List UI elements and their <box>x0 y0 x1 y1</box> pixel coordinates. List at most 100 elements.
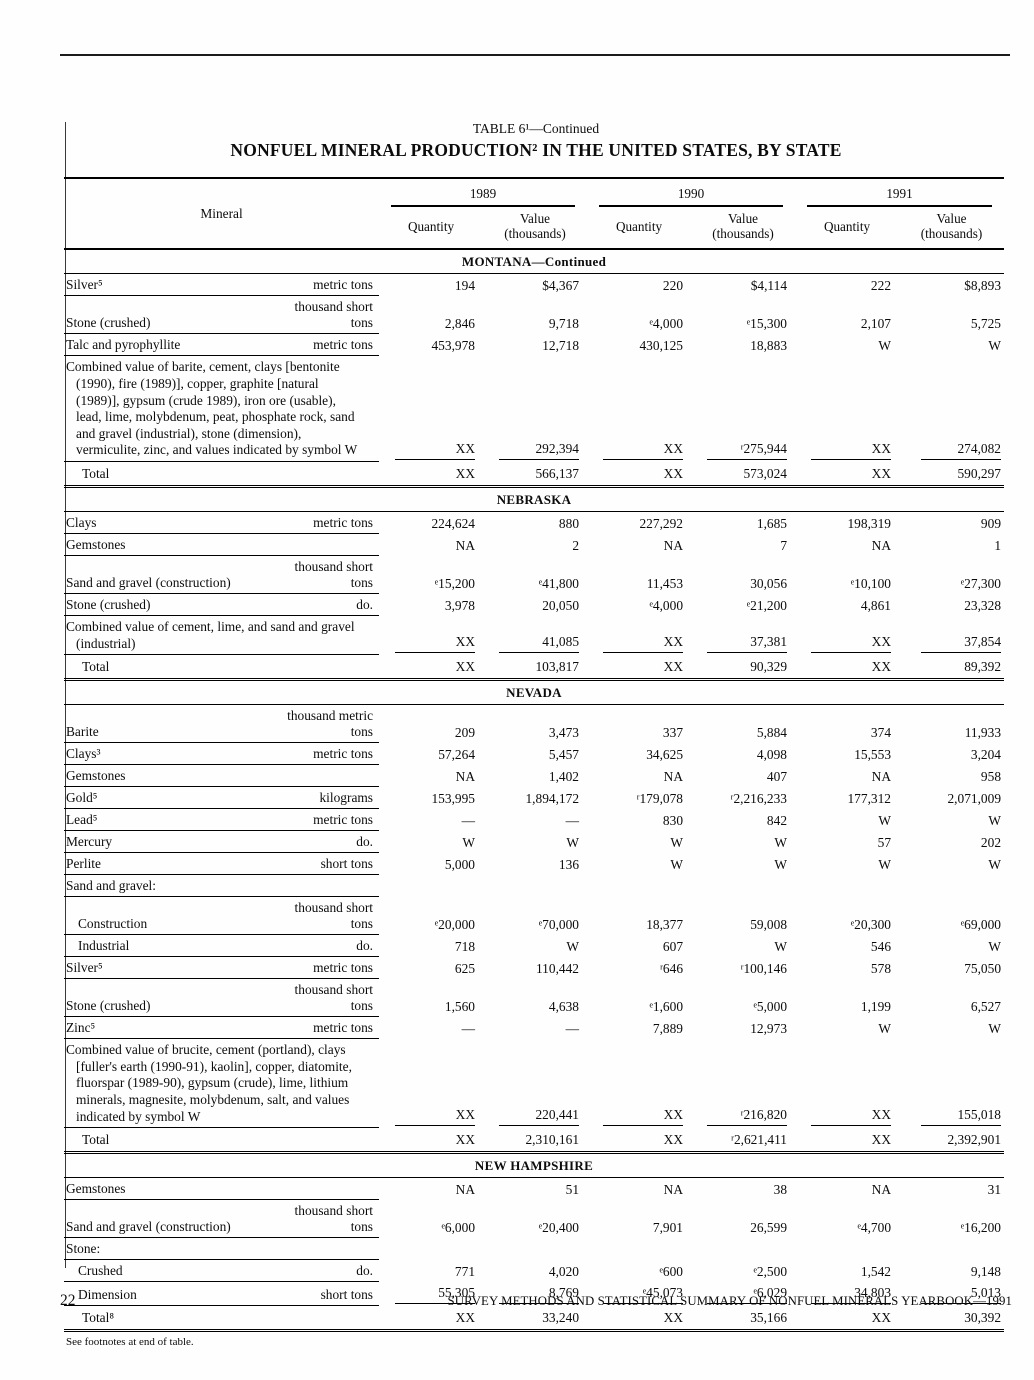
cell-value: 3,473 <box>548 724 580 740</box>
mineral-label: Clays³ <box>64 742 274 766</box>
qty-1990: NA <box>587 1178 691 1200</box>
cell-value: 7 <box>780 537 788 553</box>
cell-value: XX <box>871 659 892 675</box>
val-1990: ᵉ21,200 <box>691 594 795 616</box>
cell-value: 958 <box>980 768 1002 784</box>
qty-1991: XX <box>795 654 900 682</box>
qty-1991: 578 <box>795 957 899 979</box>
qty-1991: ᵉ4,700 <box>795 1200 899 1238</box>
value-1990-header: Value (thousands) <box>691 207 796 251</box>
unit-label: thousand short tons <box>274 1199 380 1239</box>
qty-1991: 198,319 <box>795 512 899 534</box>
year-label: 1989 <box>391 186 576 207</box>
unit-label: do. <box>274 934 380 958</box>
cell-value: 880 <box>558 515 580 531</box>
qty-1991: XX <box>795 1039 899 1128</box>
val-1989: 4,638 <box>483 979 587 1017</box>
table-row: Dimension short tons 55,305 8,769 ᵉ45,073 ᵉ6,… <box>64 1281 1004 1307</box>
cell-value: XX <box>663 1132 684 1148</box>
table-row: Gemstones NA 1,402 NA 407 NA 958 <box>64 764 1004 788</box>
mineral-label: Mercury <box>64 830 274 854</box>
qty-1990: XX <box>587 356 691 462</box>
cell-value: ᵉ1,600 <box>649 998 684 1014</box>
cell-value: 578 <box>870 960 892 976</box>
table-body: MONTANA—Continued Silver⁵ metric tons 194 $4… <box>64 249 1005 1333</box>
table-row: Gold⁵ kilograms 153,995 1,894,172 ʳ179,078 ʳ2… <box>64 786 1004 810</box>
qty-1990: ᵉ4,000 <box>587 594 691 616</box>
cell-value: 4,098 <box>756 746 788 762</box>
cell-value: 909 <box>980 515 1002 531</box>
qty-1990: XX <box>587 654 692 682</box>
unit-label: thousand short tons <box>274 978 380 1018</box>
cell-value: 155,018 <box>921 1107 1002 1126</box>
cell-value: 2,392,901 <box>947 1132 1002 1148</box>
val-1989: 9,718 <box>483 296 587 334</box>
cell-value: 546 <box>870 938 892 954</box>
val-1990: 7 <box>691 534 795 556</box>
val-1989: 51 <box>483 1178 587 1200</box>
val-1990: ʳ100,146 <box>691 957 795 979</box>
cell-value: 20,050 <box>542 597 580 613</box>
mineral-label: Gemstones <box>64 1177 274 1201</box>
unit-label: do. <box>274 1259 380 1283</box>
val-1989: ᵉ70,000 <box>483 897 587 935</box>
qty-1990: NA <box>587 765 691 787</box>
mineral-label: Zinc⁵ <box>64 1016 274 1040</box>
mineral-label: Sand and gravel (construction) <box>64 1199 274 1239</box>
cell-value: NA <box>663 537 684 553</box>
cell-value: 2,846 <box>444 315 476 331</box>
val-1989: 12,718 <box>483 334 587 356</box>
cell-value: 292,394 <box>499 441 580 460</box>
cell-value: 110,442 <box>535 960 580 976</box>
cell-value: W <box>670 834 684 850</box>
qty-1989: XX <box>379 1305 484 1333</box>
val-1991: ᵉ27,300 <box>899 556 1004 594</box>
unit-label <box>274 533 380 556</box>
qty-1989: 453,978 <box>379 334 483 356</box>
qty-1990: 430,125 <box>587 334 691 356</box>
cell-value: XX <box>663 466 684 481</box>
qty-1991: 34,803 <box>795 1282 899 1306</box>
table-row: Talc and pyrophyllite metric tons 453,978 1… <box>64 333 1004 357</box>
val-1989: 3,473 <box>483 705 587 743</box>
val-1991: 5,725 <box>899 296 1004 334</box>
table-row: Industrial do. 718 W 607 W 546 W <box>64 934 1004 958</box>
mineral-column-header: Mineral <box>64 178 380 251</box>
cell-value: ᵉ4,700 <box>857 1219 892 1235</box>
qty-1991: ᵉ10,100 <box>795 556 899 594</box>
cell-value: W <box>774 834 788 850</box>
qty-1991: 57 <box>795 831 899 853</box>
val-1991: 31 <box>899 1178 1004 1200</box>
table-header: Mineral 1989 1990 1991 Quantity Value (th… <box>64 178 1005 251</box>
unit-label <box>274 461 380 488</box>
val-1989: 103,817 <box>483 654 588 682</box>
val-1990: 842 <box>691 809 795 831</box>
cell-value: XX <box>455 659 476 675</box>
cell-value: 1,560 <box>444 998 476 1014</box>
cell-value: 23,328 <box>964 597 1002 613</box>
thousands-header-label: (thousands) <box>504 226 566 242</box>
cell-value: 337 <box>662 724 684 740</box>
table-row: Mercury do. W W W W 57 202 <box>64 830 1004 854</box>
cell-value: 4,861 <box>860 597 892 613</box>
qty-1990: 7,901 <box>587 1200 691 1238</box>
cell-value: ᵉ20,300 <box>850 916 892 932</box>
val-1990: 407 <box>691 765 795 787</box>
unit-label <box>274 1237 380 1261</box>
qty-1989: 153,995 <box>379 787 483 809</box>
qty-1990: 830 <box>587 809 691 831</box>
cell-value: ʳ179,078 <box>636 790 684 806</box>
qty-1991: W <box>795 809 899 831</box>
unit-label: metric tons <box>274 511 380 534</box>
cell-value: ᵉ41,800 <box>538 575 580 591</box>
val-1989: 2 <box>483 534 587 556</box>
val-1991: 75,050 <box>899 957 1004 979</box>
val-1990: ʳ275,944 <box>691 356 795 462</box>
cell-value: XX <box>871 466 892 481</box>
unit-label <box>274 654 380 682</box>
year-1989-header: 1989 <box>379 178 587 207</box>
unit-label: thousand short tons <box>274 555 380 594</box>
cell-value: W <box>878 1020 892 1036</box>
val-1990: 12,973 <box>691 1017 795 1039</box>
val-1990: 1,685 <box>691 512 795 534</box>
